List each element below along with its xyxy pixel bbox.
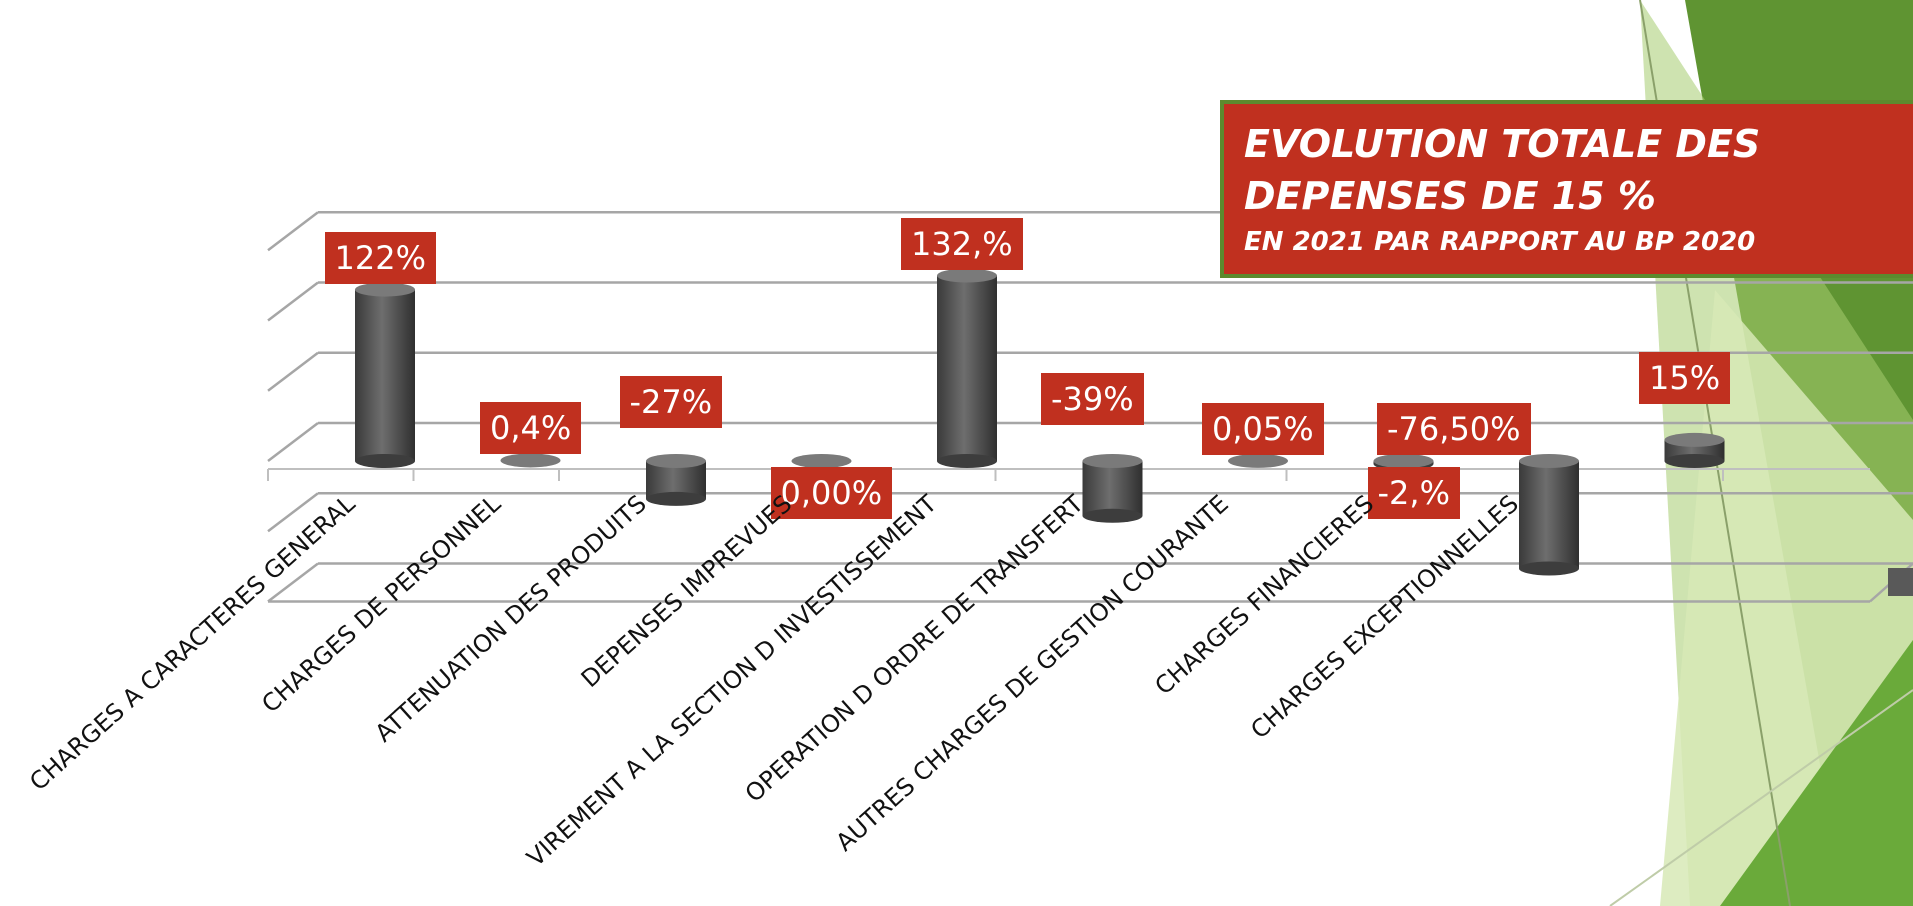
data-label: 0,00% <box>770 467 893 519</box>
callout-title-line2: DEPENSES DE 15 % <box>1244 174 1656 218</box>
chart-bars <box>355 268 1725 576</box>
bar <box>1228 453 1288 468</box>
gridline-depth <box>267 492 319 533</box>
bar <box>500 453 561 468</box>
bar-base <box>355 454 415 468</box>
summary-callout: EVOLUTION TOTALE DES DEPENSES DE 15 % EN… <box>1220 100 1913 278</box>
bar-base <box>1082 508 1143 523</box>
bar-body <box>355 289 415 461</box>
bar-cap <box>791 454 852 468</box>
bar <box>1082 454 1143 523</box>
bar-cap <box>1082 454 1143 468</box>
scroll-marker <box>1888 568 1913 596</box>
bar-cap <box>1519 454 1579 468</box>
bar-cap <box>1664 432 1725 447</box>
data-label: 0,4% <box>480 402 582 455</box>
bar-cap <box>1228 453 1288 468</box>
bar <box>1664 432 1725 468</box>
data-label: 0,05% <box>1202 402 1324 455</box>
gridline-depth <box>267 281 319 322</box>
bar-base <box>646 491 706 506</box>
bar-cap <box>1373 454 1434 468</box>
data-label: 122% <box>324 231 436 284</box>
bar-base <box>1519 561 1579 576</box>
gridline-depth <box>267 211 319 252</box>
green-bright-triangle <box>1720 640 1913 906</box>
bar-body <box>1082 461 1143 516</box>
callout-title-line1: EVOLUTION TOTALE DES <box>1244 122 1761 166</box>
data-label: -76,50% <box>1377 403 1531 455</box>
callout-subtitle: EN 2021 PAR RAPPORT AU BP 2020 <box>1244 227 1756 257</box>
bar-body <box>1519 461 1579 569</box>
data-label: -2,% <box>1367 467 1460 519</box>
bar-base <box>1664 454 1725 468</box>
thin-diagonal <box>1609 689 1913 906</box>
bar-body <box>937 275 997 461</box>
bar-base <box>937 454 997 468</box>
data-label: -39% <box>1041 373 1144 425</box>
callout-title: EVOLUTION TOTALE DES DEPENSES DE 15 % <box>1244 118 1764 222</box>
gridline-depth <box>267 422 319 462</box>
bar-cap <box>500 453 561 468</box>
bar <box>791 454 852 468</box>
bar-cap <box>646 454 706 468</box>
gridline-depth <box>267 351 319 392</box>
bar <box>355 282 415 468</box>
bar-cap <box>355 282 415 297</box>
data-label: -27% <box>619 376 723 428</box>
gridline-depth <box>267 562 319 603</box>
data-label: 132,% <box>901 217 1023 270</box>
bar <box>937 268 997 468</box>
bar-cap <box>937 268 997 283</box>
data-label: 15% <box>1639 351 1731 404</box>
bar <box>646 454 706 506</box>
bar <box>1519 454 1579 576</box>
